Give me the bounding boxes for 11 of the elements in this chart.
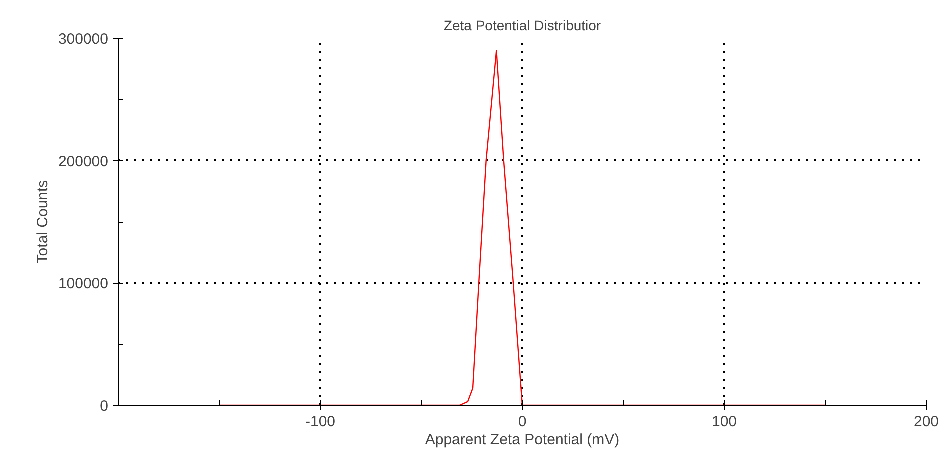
x-tick-label: -100 — [305, 414, 336, 430]
x-axis-title: Apparent Zeta Potential (mV) — [425, 432, 620, 448]
x-tick-label: 0 — [518, 414, 527, 430]
y-tick-label: 100000 — [58, 276, 109, 293]
x-tick-label: 100 — [712, 414, 738, 430]
y-axis-title: Total Counts — [34, 180, 52, 264]
chart-title: Zeta Potential Distributior — [444, 18, 602, 34]
y-tick-label: 300000 — [58, 31, 109, 48]
y-tick-label: 200000 — [58, 153, 109, 170]
y-tick-label: 0 — [100, 398, 108, 415]
x-tick-label: 200 — [914, 414, 940, 430]
